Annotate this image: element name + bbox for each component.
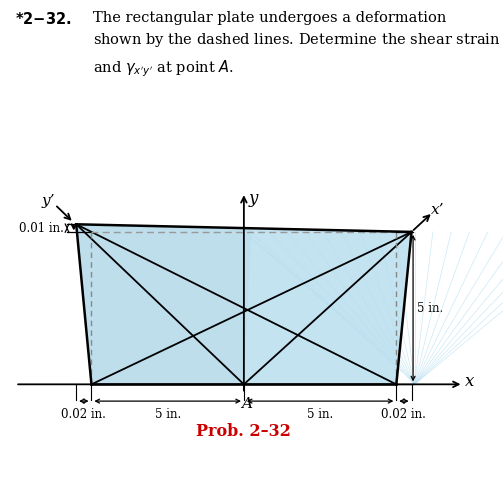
Text: x’: x’ <box>431 203 444 217</box>
Text: Prob. 2–32: Prob. 2–32 <box>197 423 291 440</box>
Text: 0.02 in.: 0.02 in. <box>61 408 106 421</box>
Text: 0.02 in.: 0.02 in. <box>381 408 427 421</box>
Polygon shape <box>76 224 411 385</box>
Text: x: x <box>465 373 474 390</box>
Text: 0.01 in.: 0.01 in. <box>19 221 64 235</box>
Text: 5 in.: 5 in. <box>416 302 443 315</box>
Text: $\mathbf{*2{-}32.}$: $\mathbf{*2{-}32.}$ <box>15 11 71 27</box>
Polygon shape <box>244 228 411 385</box>
Text: y’: y’ <box>42 194 55 209</box>
Text: The rectangular plate undergoes a deformation
shown by the dashed lines. Determi: The rectangular plate undergoes a deform… <box>93 11 503 79</box>
Text: y: y <box>248 190 258 207</box>
Text: 5 in.: 5 in. <box>307 408 333 421</box>
Text: 5 in.: 5 in. <box>154 408 181 421</box>
Text: A: A <box>241 396 252 411</box>
